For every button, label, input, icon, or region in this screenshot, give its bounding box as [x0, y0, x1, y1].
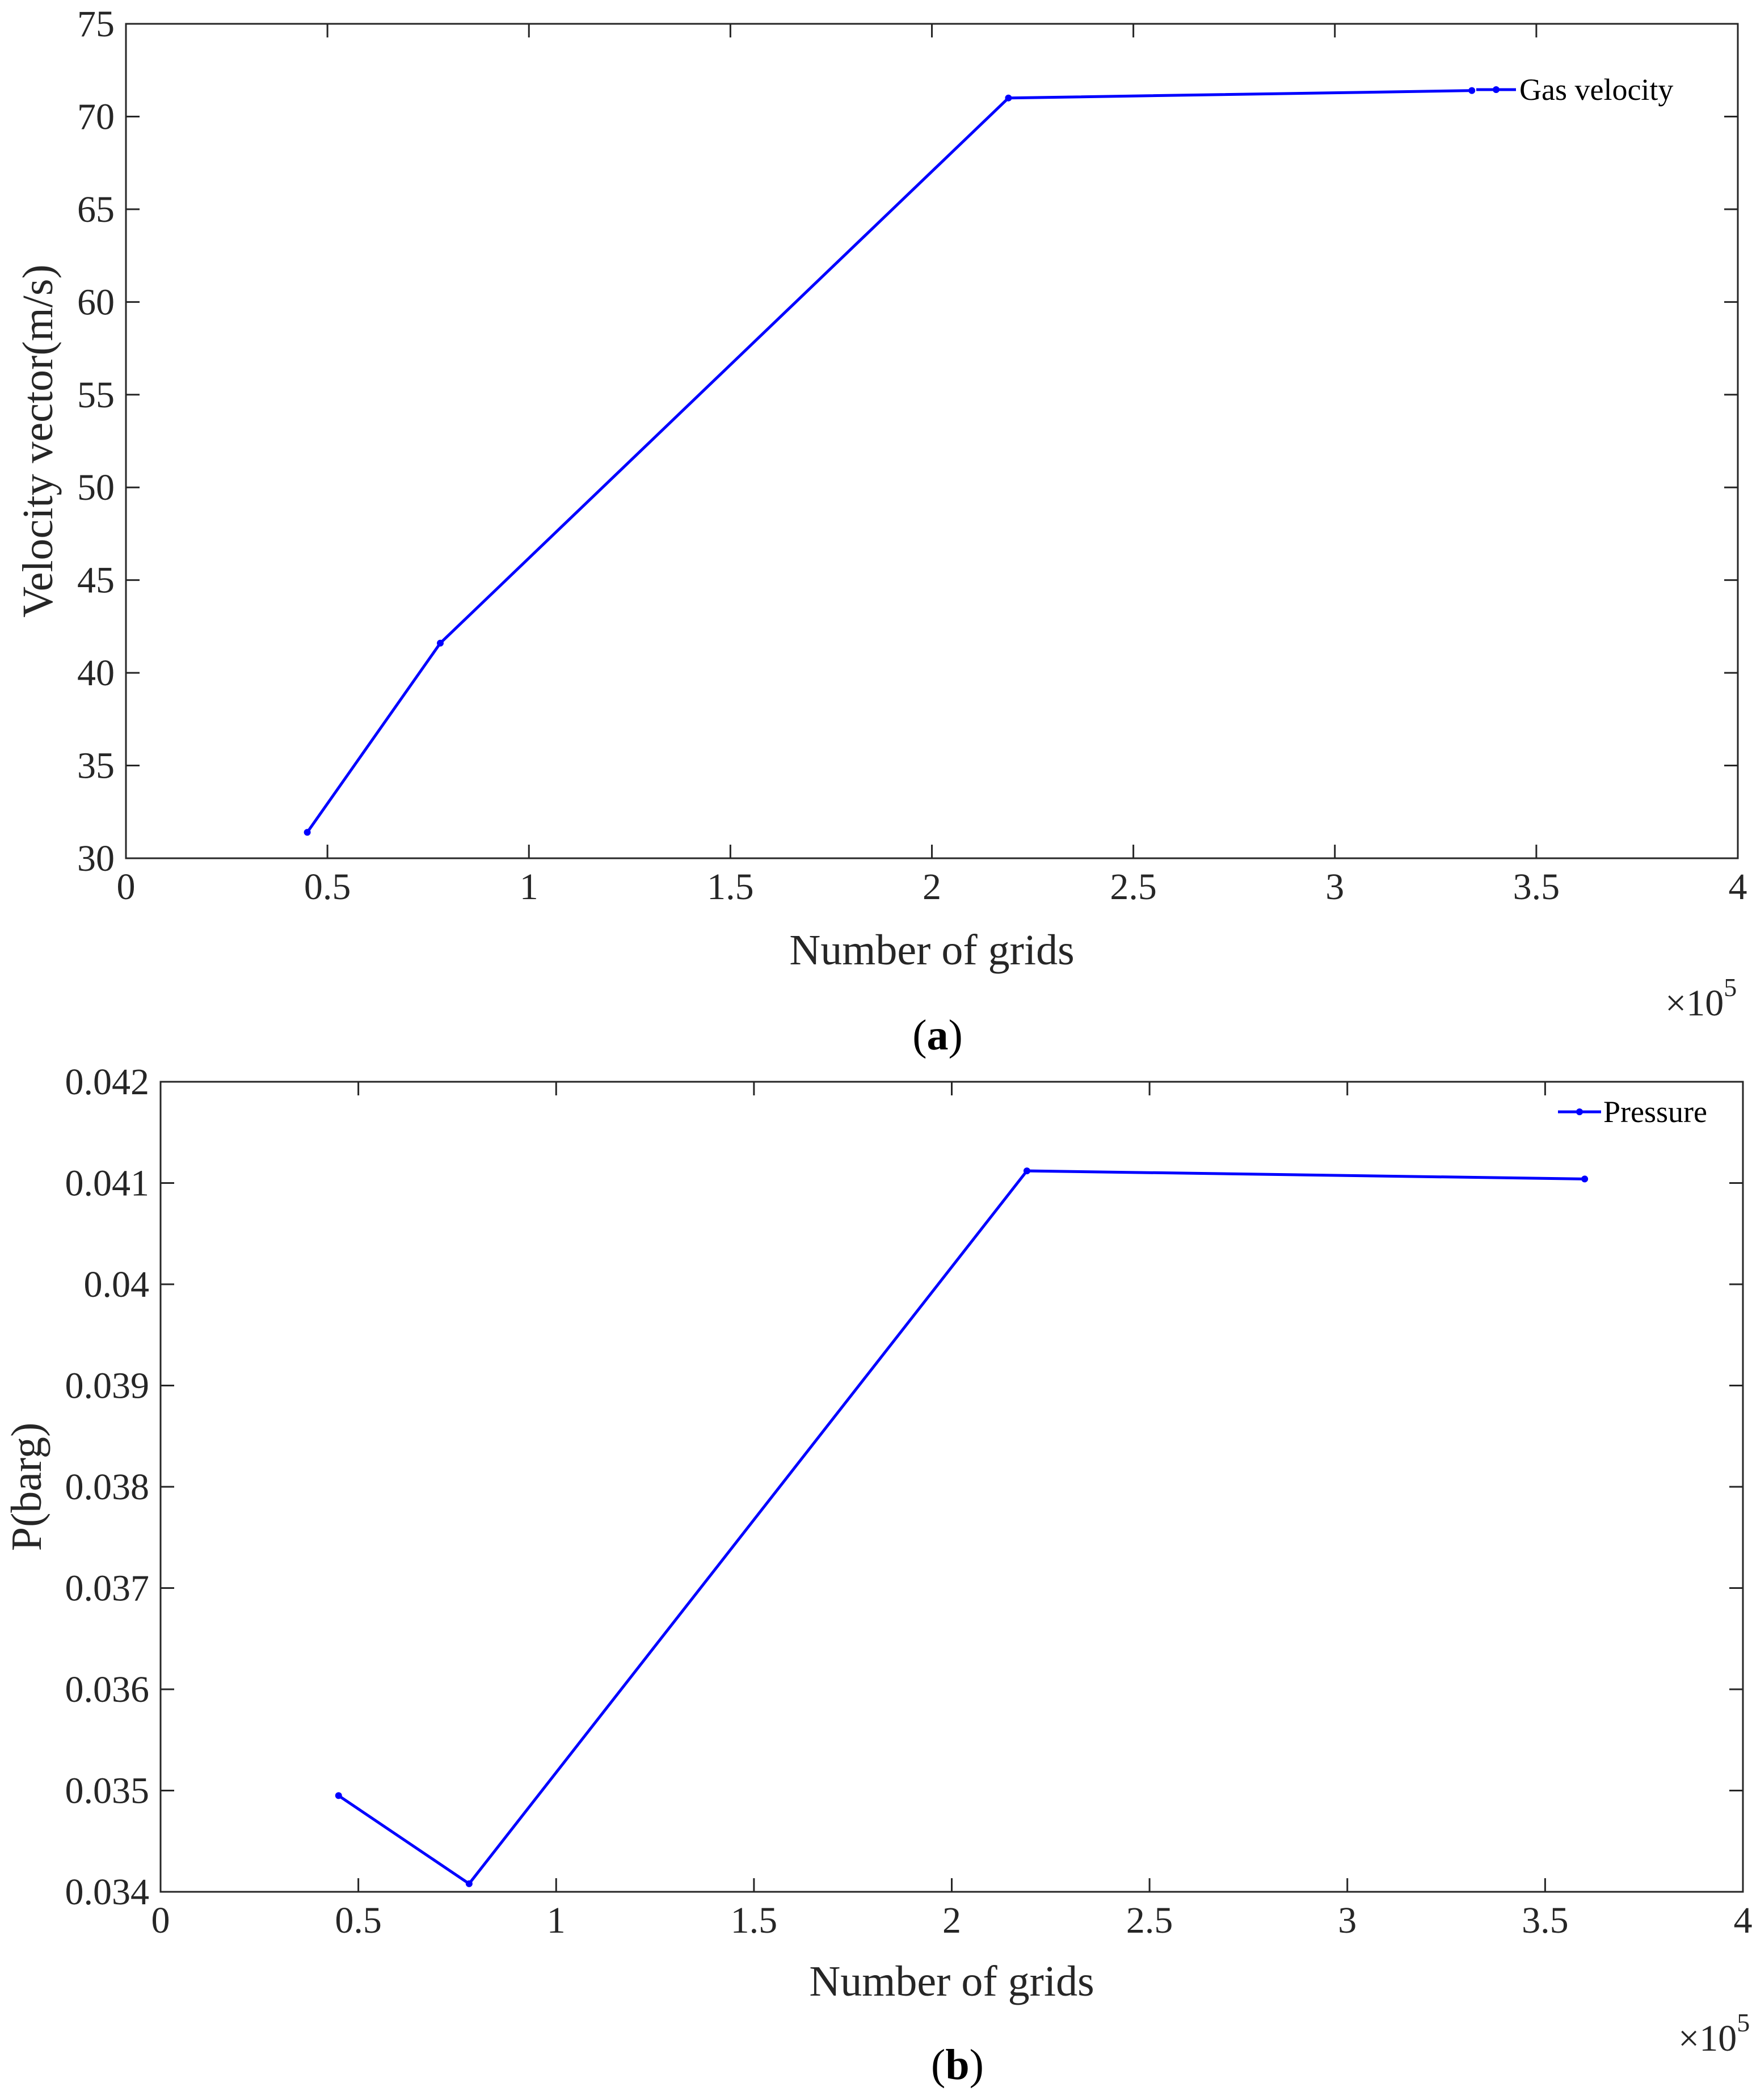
x-tick-label: 0	[151, 1900, 170, 1941]
caption-letter: b	[945, 2041, 969, 2089]
y-tick-label: 75	[77, 3, 115, 45]
y-tick-label: 40	[77, 652, 115, 694]
plot-area-frame	[159, 1081, 1744, 1893]
legend-label: Pressure	[1603, 1095, 1707, 1129]
y-tick-label: 60	[77, 281, 115, 323]
y-tick-label: 0.04	[84, 1264, 150, 1305]
x-tick-label: 1	[547, 1900, 566, 1941]
y-tick-label: 0.036	[65, 1669, 150, 1710]
series-line-gas-velocity	[306, 89, 1472, 833]
x-tick-label: 3	[1325, 866, 1344, 908]
x-axis-multiplier: ×105	[1665, 973, 1737, 1024]
x-tick-label: 2	[923, 866, 941, 908]
plot-area-frame	[125, 23, 1739, 859]
data-point	[1468, 87, 1476, 94]
caption-close-paren: )	[970, 2041, 984, 2089]
y-tick-label: 0.041	[65, 1163, 150, 1204]
multiplier-base: ×10	[1678, 2018, 1737, 2059]
x-tick-label: 2.5	[1110, 866, 1157, 908]
caption-letter: a	[927, 1011, 949, 1059]
chart-panel-b: 0 0.5 1 1.5 2 2.5 3 3.5 4 0.034 0.035 0.036 0.037 0.0…	[3, 1061, 1752, 2089]
x-tick-label: 0.5	[304, 866, 351, 908]
data-point	[1581, 1175, 1589, 1183]
y-tick-label: 65	[77, 189, 115, 230]
x-tick-label: 4	[1729, 866, 1747, 908]
y-tick-label: 70	[77, 96, 115, 137]
data-point	[436, 639, 444, 647]
y-tick-label: 45	[77, 560, 115, 601]
x-tick-label: 0.5	[335, 1900, 382, 1941]
multiplier-exponent: 5	[1737, 2008, 1750, 2037]
y-axis-title: P(barg)	[3, 1423, 50, 1551]
y-tick-label: 50	[77, 467, 115, 508]
x-tick-label: 3.5	[1513, 866, 1560, 908]
data-point	[335, 1792, 342, 1799]
x-tick-label: 2	[942, 1900, 961, 1941]
y-tick-label: 30	[77, 838, 115, 879]
legend-marker	[1576, 1108, 1583, 1115]
data-point	[304, 829, 311, 836]
caption-close-paren: )	[949, 1011, 963, 1059]
series-line-pressure	[338, 1169, 1585, 1886]
x-axis-multiplier: ×105	[1678, 2008, 1750, 2059]
data-point	[465, 1880, 473, 1887]
x-tick-label: 2.5	[1126, 1900, 1173, 1941]
y-tick-label: 35	[77, 745, 115, 787]
data-point	[1005, 94, 1012, 102]
multiplier-exponent: 5	[1724, 973, 1737, 1002]
chart-panel-a: 0 0.5 1 1.5 2 2.5 3 3.5 4 30 35 40 45 50 55 60 65 70 75 Num…	[14, 3, 1747, 1059]
legend-marker	[1493, 86, 1500, 93]
data-point	[1023, 1167, 1030, 1175]
x-tick-label: 3	[1338, 1900, 1357, 1941]
legend-label: Gas velocity	[1519, 73, 1673, 107]
x-tick-label: 1	[520, 866, 538, 908]
x-tick-label: 4	[1734, 1900, 1752, 1941]
y-tick-label: 55	[77, 374, 115, 416]
x-tick-label: 1.5	[731, 1900, 778, 1941]
y-tick-label: 0.035	[65, 1770, 150, 1812]
y-tick-label: 0.038	[65, 1466, 150, 1508]
x-axis-title: Number of grids	[809, 1958, 1094, 2005]
panel-caption: (b)	[931, 2041, 984, 2089]
y-tick-label: 0.034	[65, 1871, 150, 1913]
x-tick-label: 1.5	[707, 866, 754, 908]
y-tick-label: 0.037	[65, 1568, 150, 1609]
y-tick-label: 0.039	[65, 1365, 150, 1407]
y-axis-title: Velocity vector(m/s)	[14, 264, 62, 618]
panel-caption: (a)	[912, 1011, 963, 1059]
multiplier-base: ×10	[1665, 982, 1724, 1024]
y-tick-label: 0.042	[65, 1061, 150, 1103]
x-tick-label: 3.5	[1522, 1900, 1569, 1941]
x-axis-title: Number of grids	[789, 926, 1074, 974]
x-tick-label: 0	[117, 866, 136, 908]
caption-open-paren: (	[931, 2041, 945, 2089]
caption-open-paren: (	[912, 1011, 926, 1059]
